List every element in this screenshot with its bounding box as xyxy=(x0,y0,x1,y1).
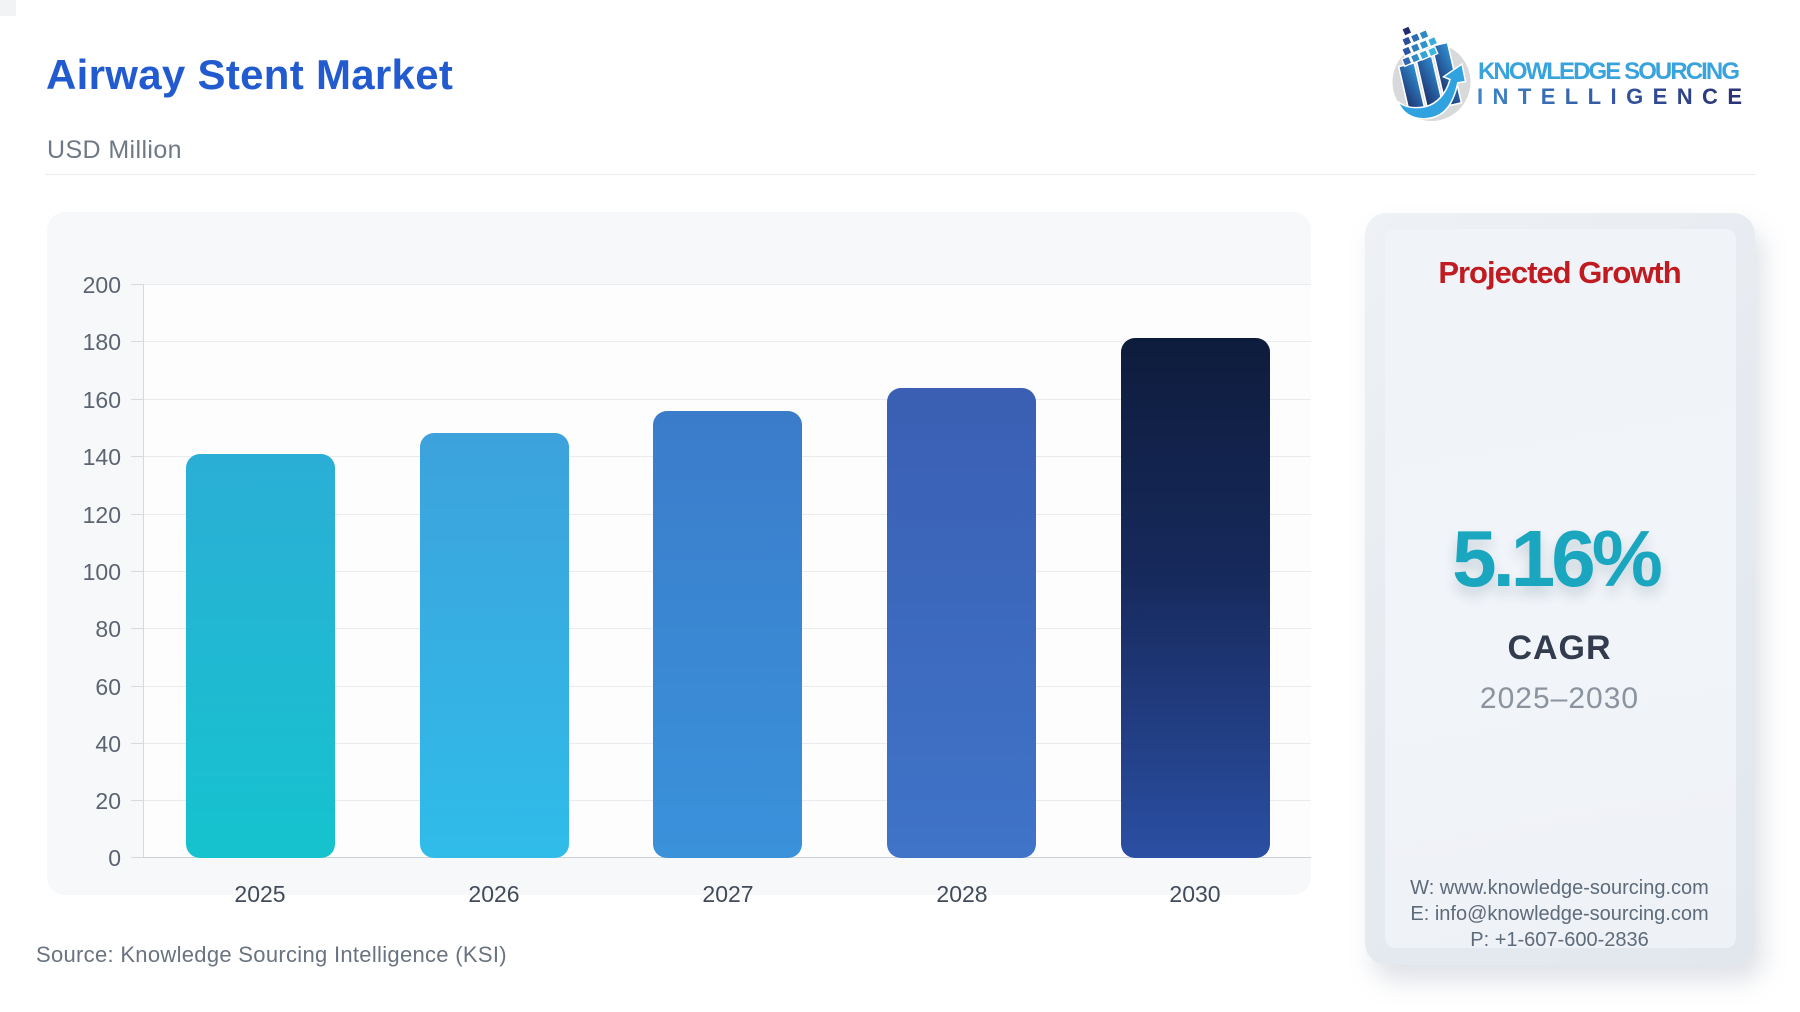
svg-text:KNOWLEDGE SOURCING: KNOWLEDGE SOURCING xyxy=(1478,58,1740,85)
svg-text:INTELLIGENCE: INTELLIGENCE xyxy=(1477,84,1742,109)
